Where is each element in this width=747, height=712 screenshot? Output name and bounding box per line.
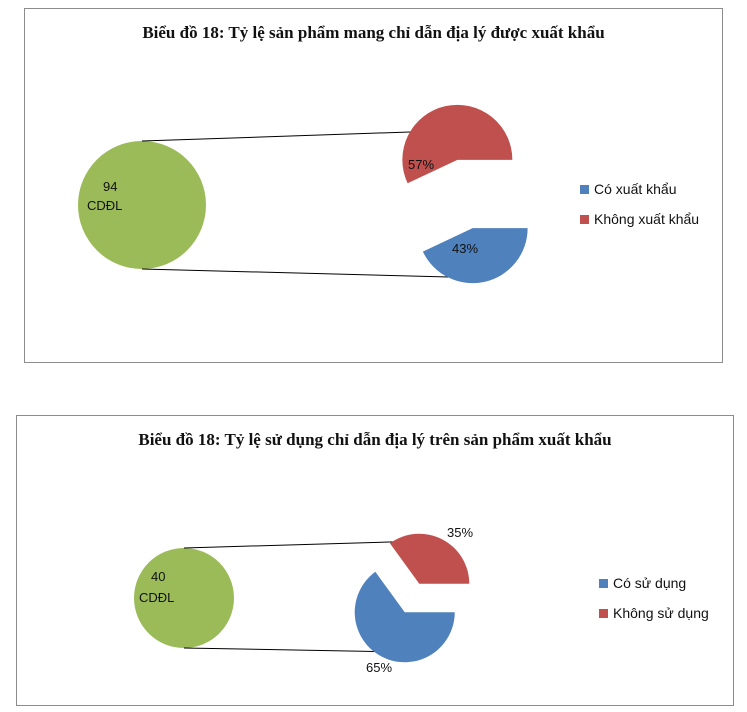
connector-bottom bbox=[141, 268, 450, 278]
total-circle bbox=[78, 141, 206, 269]
chart-canvas: 40 CDĐL 65% 35% bbox=[134, 525, 473, 675]
chart-title: Biểu đồ 18: Tỷ lệ sản phẩm mang chỉ dẫn … bbox=[142, 23, 605, 42]
connector-top bbox=[183, 540, 424, 549]
connector-top bbox=[141, 130, 440, 142]
legend-label: Có xuất khẩu bbox=[594, 181, 677, 197]
chart-title: Biểu đồ 18: Tỷ lệ sử dụng chỉ dẫn địa lý… bbox=[138, 430, 612, 449]
slice-label-35: 35% bbox=[447, 525, 473, 540]
legend-item-co-xuat-khau: Có xuất khẩu bbox=[580, 174, 699, 204]
slice-label-43: 43% bbox=[452, 241, 478, 256]
legend-label: Có sử dụng bbox=[613, 575, 687, 591]
chart-panel-export: Biểu đồ 18: Tỷ lệ sản phẩm mang chỉ dẫn … bbox=[24, 8, 723, 363]
pie-slice-khong-su-dung bbox=[389, 533, 470, 584]
chart-panel-usage: Biểu đồ 18: Tỷ lệ sử dụng chỉ dẫn địa lý… bbox=[16, 415, 734, 706]
total-unit-label: CDĐL bbox=[87, 198, 122, 213]
chart-canvas: 94 CDĐL 43% 57% bbox=[78, 104, 528, 284]
legend-item-co-su-dung: Có sử dụng bbox=[599, 568, 709, 598]
legend-label: Không xuất khẩu bbox=[594, 211, 700, 227]
pie-slice-khong-xuat-khau bbox=[402, 104, 513, 184]
legend-swatch-red bbox=[580, 214, 589, 224]
legend: Có sử dụng Không sử dụng bbox=[599, 568, 709, 628]
legend-item-khong-xuat-khau: Không xuất khẩu bbox=[580, 204, 699, 234]
legend-label: Không sử dụng bbox=[613, 605, 709, 621]
total-circle bbox=[134, 548, 234, 648]
legend-item-khong-su-dung: Không sử dụng bbox=[599, 598, 709, 628]
legend-swatch-blue bbox=[580, 184, 589, 194]
connector-bottom bbox=[183, 647, 404, 653]
slice-label-65: 65% bbox=[366, 660, 392, 675]
total-unit-label: CDĐL bbox=[139, 590, 174, 605]
legend: Có xuất khẩu Không xuất khẩu bbox=[580, 174, 699, 234]
total-value-label: 94 bbox=[103, 179, 117, 194]
legend-swatch-red bbox=[599, 608, 608, 618]
total-value-label: 40 bbox=[151, 569, 165, 584]
slice-label-57: 57% bbox=[408, 157, 434, 172]
legend-swatch-blue bbox=[599, 578, 608, 588]
pie-slice-co-su-dung bbox=[354, 571, 455, 663]
pie-slice-co-xuat-khau bbox=[422, 228, 528, 284]
